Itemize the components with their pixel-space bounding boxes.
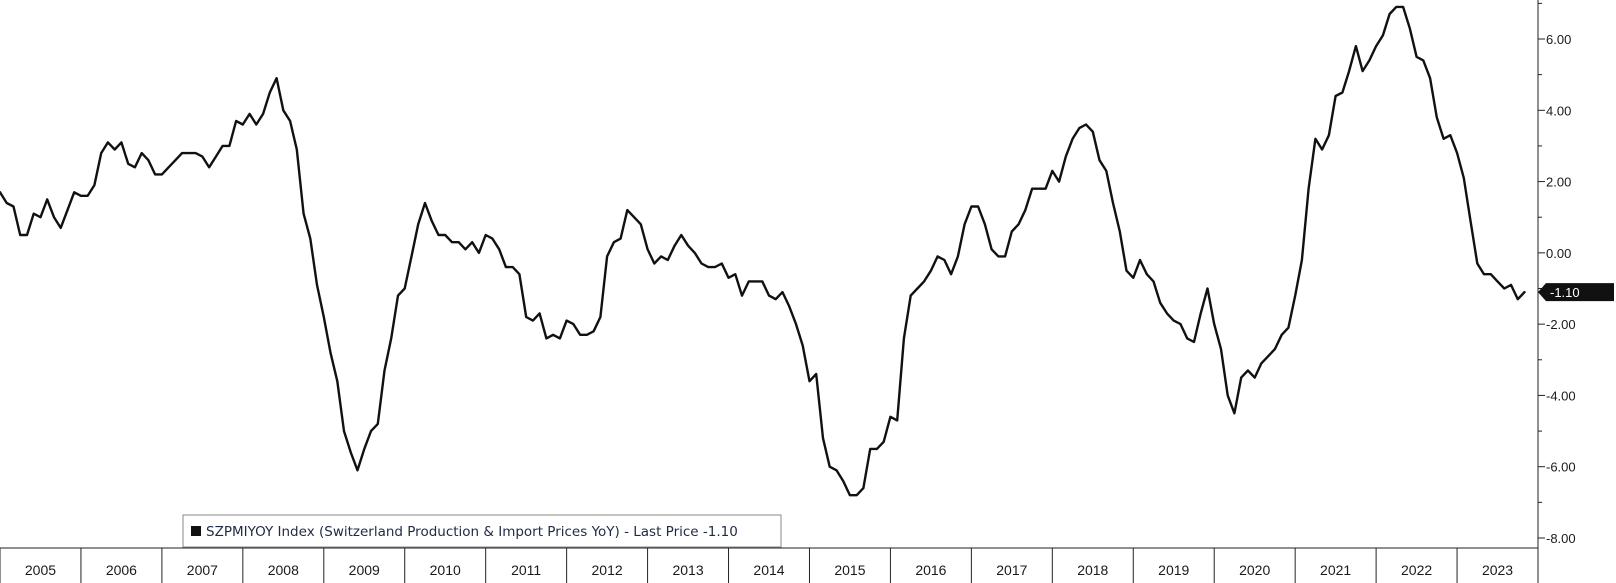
legend-box [182,514,782,548]
x-tick-label: 2012 [592,562,623,578]
x-tick-label: 2008 [268,562,299,578]
x-tick-label: 2007 [187,562,218,578]
last-price-label: -1.10 [1550,285,1580,300]
legend-swatch [191,526,201,536]
x-tick-label: 2009 [349,562,380,578]
legend-label: SZPMIYOY Index (Switzerland Production &… [206,524,738,540]
last-price-marker [1538,283,1614,302]
x-tick-label: 2016 [915,562,946,578]
x-tick-label: 2018 [1077,562,1108,578]
plot-area [0,5,1526,497]
legend: SZPMIYOY Index (Switzerland Production &… [182,514,782,548]
x-tick-label: 2014 [753,562,784,578]
x-tick-label: 2020 [1239,562,1270,578]
last-price-tag: -1.10 [1538,283,1614,302]
y-tick-label: 4.00 [1546,103,1571,118]
x-tick-label: 2021 [1320,562,1351,578]
y-tick-label: 2.00 [1546,175,1571,190]
x-tick-label: 2011 [511,562,541,578]
y-tick-label: -2.00 [1546,317,1576,332]
y-tick-label: -4.00 [1546,388,1576,403]
x-axis: 2005 2006 2007 2008 2009 2010 2011 2012 2013 2014… [0,547,1539,583]
y-axis: 6.00 4.00 2.00 0.00 -2.00 -4.00 -6.00 -8.00 [1537,0,1576,583]
y-tick-label: -8.00 [1546,531,1576,546]
x-tick-label: 2013 [672,562,703,578]
x-tick-label: 2015 [834,562,865,578]
x-tick-label: 2010 [430,562,461,578]
y-tick-label: -6.00 [1546,460,1576,475]
x-tick-label: 2022 [1401,562,1432,578]
x-tick-label: 2019 [1158,562,1189,578]
y-tick-label: 0.00 [1546,246,1571,261]
y-tick-label: 6.00 [1546,32,1571,47]
x-tick-label: 2023 [1482,562,1513,578]
x-tick-label: 2017 [996,562,1027,578]
x-tick-label: 2005 [25,562,56,578]
x-tick-label: 2006 [106,562,137,578]
series-line [0,5,1526,497]
